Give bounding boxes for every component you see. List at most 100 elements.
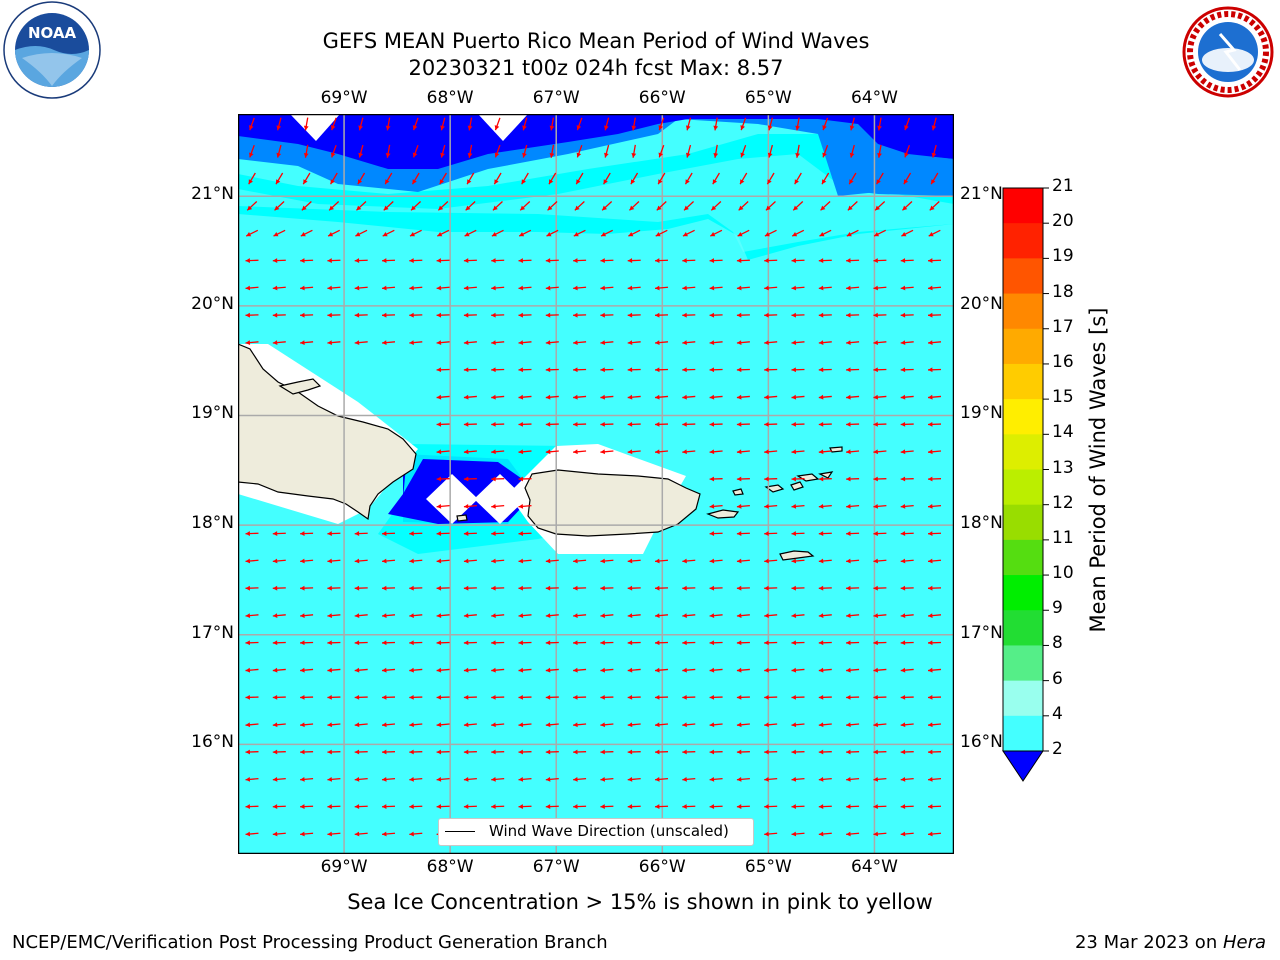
direction-arrow [327,558,341,564]
lat-label-left: 17°N [191,622,234,643]
direction-arrow [764,722,778,728]
direction-arrow [518,613,532,618]
direction-arrow [791,312,805,318]
direction-arrow [709,421,723,427]
direction-arrow [927,804,942,809]
direction-arrow [272,776,286,782]
direction-arrow [682,776,696,782]
direction-arrow [654,421,669,427]
direction-arrow [791,804,805,809]
graticule [238,114,954,854]
direction-arrow [846,312,860,318]
direction-arrow [327,640,341,646]
direction-arrow [927,722,942,728]
direction-arrow [764,640,778,646]
direction-arrow [627,367,641,373]
direction-arrow [764,285,778,291]
direction-arrow [519,201,531,211]
direction-arrow [791,367,805,373]
sea-ice-note: Sea Ice Concentration > 15% is shown in … [347,890,933,914]
direction-arrow [927,285,942,291]
legend-label: Wind Wave Direction (unscaled) [489,822,729,840]
direction-arrow [600,285,614,291]
direction-arrow [739,172,748,185]
period-band-2-4-ne [823,134,954,196]
direction-arrow [901,201,913,211]
direction-arrow [764,776,778,782]
lat-label-right: 17°N [960,622,1003,643]
direction-arrow [573,804,587,809]
lon-label-bottom: 67°W [532,857,580,877]
direction-arrow [709,229,723,237]
direction-arrow [491,722,505,728]
direction-arrow [440,144,446,158]
direction-arrow [518,340,532,345]
direction-arrow [300,613,314,618]
direction-arrow [682,558,696,564]
direction-arrow [927,558,942,564]
direction-arrow [818,367,832,373]
direction-arrow [846,558,860,564]
lat-label-right: 20°N [960,293,1003,314]
direction-arrow [682,449,696,455]
colorbar-segment [1003,469,1043,506]
direction-arrow [463,340,477,345]
direction-arrow [272,585,286,591]
direction-arrow [410,201,422,211]
colorbar-tick-label: 11 [1052,527,1074,548]
direction-arrow [709,340,723,345]
direction-arrow [764,694,778,700]
direction-arrow [873,394,887,400]
colorbar-tick-label: 13 [1052,457,1074,478]
land-virgin-gorda [818,471,834,479]
direction-arrow [655,229,668,237]
lon-label-top: 68°W [426,88,474,108]
direction-arrow [302,172,311,185]
direction-arrow [818,831,832,837]
direction-arrow [821,172,830,185]
direction-arrow [900,722,914,728]
direction-arrow [873,776,887,782]
direction-arrow [272,258,286,263]
colorbar-tick-label: 10 [1052,563,1074,584]
direction-arrow [873,229,887,237]
direction-arrow [654,613,669,618]
direction-arrow [518,640,532,646]
direction-arrow [709,367,723,373]
direction-arrow [682,804,696,809]
direction-arrow [382,229,395,237]
direction-arrow [573,613,587,618]
direction-arrow [847,201,858,211]
direction-arrow [409,722,423,728]
direction-arrow [904,144,911,158]
direction-arrow [736,367,750,373]
direction-arrow [385,144,391,158]
direction-arrow [573,449,587,455]
direction-arrow [736,804,750,809]
direction-arrow [900,531,914,536]
direction-arrow [791,585,805,591]
direction-arrow [873,694,887,700]
direction-arrow [627,585,641,591]
direction-arrow [545,285,559,291]
direction-arrow [927,667,942,673]
direction-arrow [764,367,778,373]
direction-arrow [545,776,559,782]
nws-logo [1178,4,1280,100]
direction-arrow [354,558,368,564]
direction-arrow [656,201,667,211]
direction-arrow [873,285,887,291]
direction-arrow [436,285,450,291]
direction-arrow [709,503,723,509]
direction-arrow [574,201,585,211]
direction-arrow [409,749,423,755]
direction-arrow [682,613,696,618]
direction-arrow [491,367,505,373]
direction-arrow [682,667,696,673]
direction-arrow [846,421,860,427]
white-mask-mona-east [474,474,526,524]
direction-arrow [873,503,887,509]
direction-arrow [327,285,341,291]
direction-arrow [411,172,420,185]
colorbar-tick-label: 21 [1052,176,1074,196]
